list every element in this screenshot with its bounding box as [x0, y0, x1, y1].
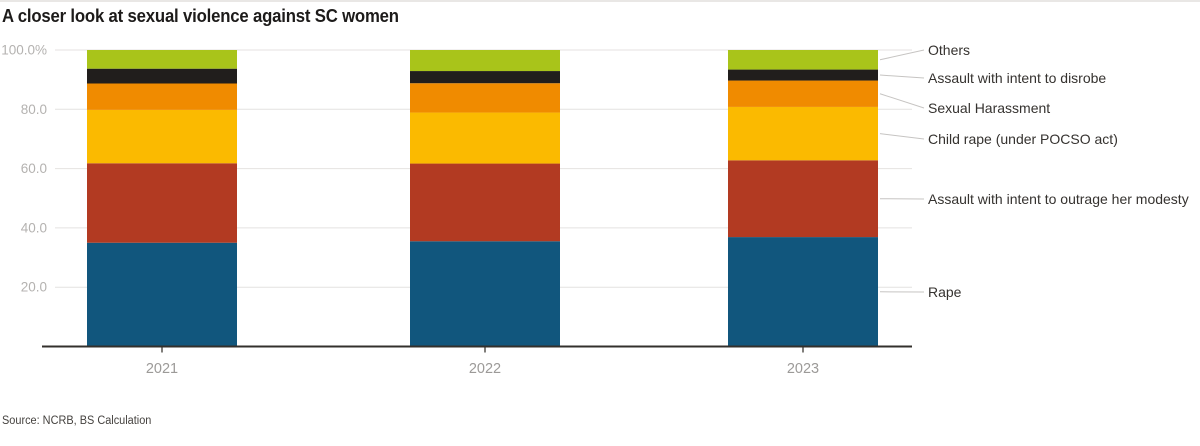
bar-segment-rape-2022	[410, 241, 560, 347]
bar-segment-assault-with-intent-to-outrage-her-modesty-2021	[87, 163, 237, 243]
bar-segment-rape-2023	[728, 237, 878, 347]
bar-segment-rape-2021	[87, 242, 237, 347]
bar-segment-sexual-harassment-2023	[728, 80, 878, 107]
chart-title: A closer look at sexual violence against…	[2, 6, 399, 26]
source-note: Source: NCRB, BS Calculation	[2, 415, 152, 427]
y-axis-tick-label: 80.0	[21, 102, 47, 117]
x-axis-label-2022: 2022	[469, 361, 501, 377]
legend-label-rape: Rape	[928, 284, 962, 300]
legend-label-others: Others	[928, 42, 970, 58]
y-axis-tick-label: 20.0	[21, 280, 47, 295]
x-axis-label-2023: 2023	[787, 361, 819, 377]
legend-label-sexual-harassment: Sexual Harassment	[928, 100, 1050, 116]
legend-label-assault-with-intent-to-disrobe: Assault with intent to disrobe	[928, 70, 1106, 86]
bar-segment-assault-with-intent-to-disrobe-2022	[410, 71, 560, 84]
bar-segment-child-rape-under-pocso-act-2022	[410, 112, 560, 164]
y-axis-tick-label: 100.0%	[1, 43, 47, 58]
top-border-rule	[0, 0, 1200, 2]
bar-segment-sexual-harassment-2022	[410, 83, 560, 113]
bar-segment-sexual-harassment-2021	[87, 83, 237, 110]
leader-line-child-rape-under-pocso-act	[879, 133, 925, 140]
leader-line-sexual-harassment	[879, 93, 925, 109]
bar-segment-others-2021	[87, 50, 237, 69]
bar-segment-others-2023	[728, 50, 878, 70]
legend-label-assault-with-intent-to-outrage-her-modesty: Assault with intent to outrage her modes…	[928, 191, 1189, 207]
leader-line-others	[879, 49, 925, 61]
y-axis-tick-label: 40.0	[21, 220, 47, 235]
x-axis-label-2021: 2021	[146, 361, 178, 377]
bar-segment-assault-with-intent-to-outrage-her-modesty-2023	[728, 160, 878, 238]
leader-line-assault-with-intent-to-disrobe	[879, 74, 925, 79]
bar-segment-assault-with-intent-to-outrage-her-modesty-2022	[410, 163, 560, 242]
y-axis-tick-label: 60.0	[21, 161, 47, 176]
bar-segment-assault-with-intent-to-disrobe-2021	[87, 68, 237, 84]
bar-segment-assault-with-intent-to-disrobe-2023	[728, 69, 878, 81]
legend-label-child-rape-under-pocso-act: Child rape (under POCSO act)	[928, 131, 1118, 147]
bar-segment-others-2022	[410, 50, 560, 72]
bar-segment-child-rape-under-pocso-act-2021	[87, 109, 237, 164]
bar-segment-child-rape-under-pocso-act-2023	[728, 106, 878, 161]
